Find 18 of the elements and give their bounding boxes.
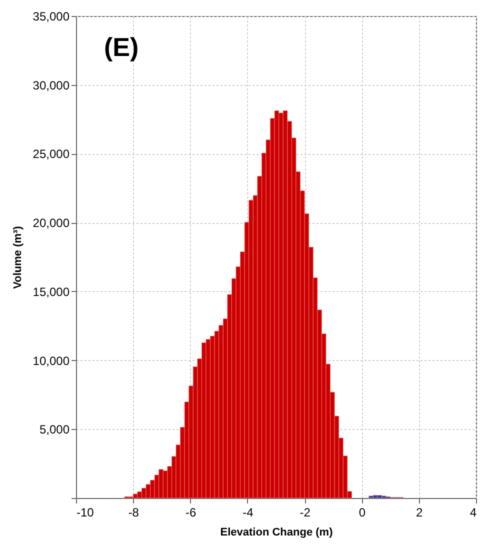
x-tick-label: -2 bbox=[300, 506, 311, 520]
y-tick-label: 30,000 bbox=[32, 78, 70, 92]
y-tick-label: 5,000 bbox=[39, 422, 70, 437]
y-tick-label: 35,000 bbox=[32, 10, 70, 24]
y-tick-label: 15,000 bbox=[32, 284, 70, 299]
annotation: (E) bbox=[104, 32, 139, 62]
y-axis-title: Volume (m³) bbox=[12, 226, 24, 289]
x-tick-label: 0 bbox=[358, 506, 366, 520]
x-tick-label: 4 bbox=[470, 506, 477, 520]
x-tick-label: -8 bbox=[128, 506, 140, 520]
x-tick-label: -10 bbox=[76, 506, 94, 520]
y-tick-label: 25,000 bbox=[32, 147, 70, 162]
x-tick-label: -6 bbox=[185, 506, 196, 520]
x-tick-label: 2 bbox=[416, 506, 424, 520]
y-tick-label: 10,000 bbox=[32, 354, 70, 368]
y-tick-label: 20,000 bbox=[32, 216, 70, 230]
x-axis-title: Elevation Change (m) bbox=[220, 526, 334, 538]
x-tick-label: -4 bbox=[242, 506, 254, 520]
